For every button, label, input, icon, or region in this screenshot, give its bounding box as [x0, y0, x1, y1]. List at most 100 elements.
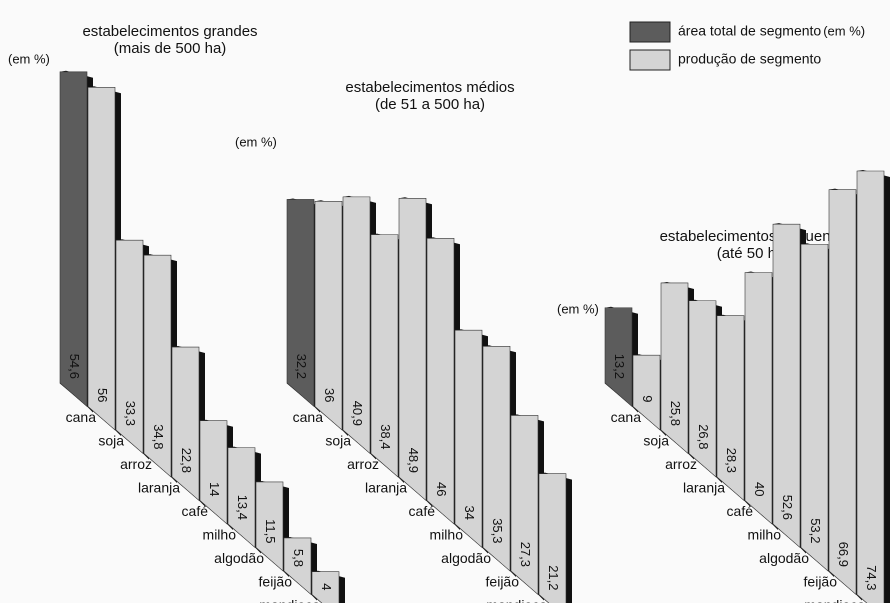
- value-label: 27,3: [518, 542, 533, 567]
- legend-swatch: [629, 21, 671, 43]
- category-label: laranja: [138, 480, 180, 496]
- bar: [454, 329, 483, 549]
- category-label: soja: [325, 433, 351, 449]
- category-label: feijão: [486, 574, 520, 590]
- chart-subtitle: (mais de 500 ha): [114, 40, 227, 57]
- value-label: 34,8: [151, 424, 166, 449]
- category-label: cana: [611, 409, 642, 425]
- bar: [59, 71, 88, 408]
- category-label: algodão: [759, 550, 809, 566]
- chart-subtitle: (de 51 a 500 ha): [375, 96, 485, 113]
- value-label: 34: [462, 506, 477, 520]
- bar: [199, 420, 228, 525]
- bar: [660, 282, 689, 455]
- category-label: milho: [203, 527, 237, 543]
- bar: [87, 87, 116, 431]
- category-label: mandioca: [486, 597, 547, 603]
- value-label: 28,3: [724, 448, 739, 473]
- category-label: feijão: [804, 574, 838, 590]
- bar: [800, 243, 829, 572]
- category-label: soja: [98, 433, 124, 449]
- bar: [314, 201, 343, 431]
- category-label: milho: [748, 527, 782, 543]
- value-label: 48,9: [406, 448, 421, 473]
- y-axis-label: (em %): [8, 51, 50, 66]
- bar: [828, 189, 857, 596]
- category-label: mandioca: [259, 597, 320, 603]
- bar: [227, 447, 256, 549]
- value-label: 35,3: [490, 518, 505, 543]
- value-label: 54,6: [67, 354, 82, 379]
- value-label: 25,8: [668, 401, 683, 426]
- category-label: laranja: [365, 480, 407, 496]
- bar: [632, 354, 661, 431]
- category-label: café: [727, 503, 754, 519]
- bar: [604, 307, 633, 408]
- bar: [688, 300, 717, 478]
- bar: [426, 238, 455, 525]
- category-label: feijão: [259, 574, 293, 590]
- bar: [286, 199, 315, 408]
- bar: [538, 473, 567, 603]
- value-label: 14: [207, 482, 222, 496]
- bar: [255, 481, 284, 572]
- value-label: 32,2: [294, 354, 309, 379]
- category-label: arroz: [665, 456, 697, 472]
- value-label: 74,3: [864, 565, 879, 590]
- value-label: 56: [95, 388, 110, 402]
- legend-label: área total de segmento: [678, 23, 821, 39]
- value-label: 13,2: [612, 354, 627, 379]
- bar: [398, 197, 427, 502]
- value-label: 33,3: [123, 401, 138, 426]
- value-label: 5,8: [291, 549, 306, 567]
- value-label: 46: [434, 482, 449, 496]
- bar: [115, 239, 144, 455]
- value-label: 36: [322, 388, 337, 402]
- value-label: 26,8: [696, 424, 711, 449]
- chart-subtitle: (até 50 ha): [717, 245, 790, 262]
- category-label: algodão: [214, 550, 264, 566]
- bar: [510, 415, 539, 596]
- value-label: 40,9: [350, 401, 365, 426]
- bar: [342, 196, 371, 455]
- category-label: café: [182, 503, 209, 519]
- chart-title: estabelecimentos médios: [345, 79, 514, 96]
- bar: [716, 315, 745, 502]
- value-label: 52,6: [780, 495, 795, 520]
- category-label: mandioca: [804, 597, 865, 603]
- value-label: 4: [319, 583, 334, 590]
- legend-label: produção de segmento: [678, 51, 821, 67]
- chart-title: estabelecimentos grandes: [82, 23, 257, 40]
- bar: [143, 254, 172, 478]
- value-label: 53,2: [808, 518, 823, 543]
- bar: [856, 170, 885, 603]
- value-label: 38,4: [378, 424, 393, 449]
- y-axis-label: (em %): [557, 301, 599, 316]
- bar: [370, 234, 399, 478]
- bar: [311, 571, 340, 603]
- bar: [283, 537, 312, 596]
- chart-title: estabelecimentos pequenos: [660, 228, 847, 245]
- category-label: arroz: [347, 456, 379, 472]
- value-label: 40: [752, 482, 767, 496]
- category-label: arroz: [120, 456, 152, 472]
- value-label: 22,8: [179, 448, 194, 473]
- category-label: algodão: [441, 550, 491, 566]
- bar: [171, 346, 200, 502]
- bar: [482, 345, 511, 572]
- bar: [772, 223, 801, 549]
- category-label: café: [409, 503, 436, 519]
- bar: [744, 272, 773, 525]
- value-label: 9: [640, 395, 655, 402]
- category-label: soja: [643, 433, 669, 449]
- legend-swatch: [629, 49, 671, 71]
- category-label: milho: [430, 527, 464, 543]
- category-label: cana: [66, 409, 97, 425]
- category-label: cana: [293, 409, 324, 425]
- y-axis-label: (em %): [235, 134, 277, 149]
- value-label: 66,9: [836, 542, 851, 567]
- legend-unit: (em %): [823, 23, 865, 38]
- value-label: 11,5: [263, 519, 278, 543]
- value-label: 21,2: [546, 565, 561, 590]
